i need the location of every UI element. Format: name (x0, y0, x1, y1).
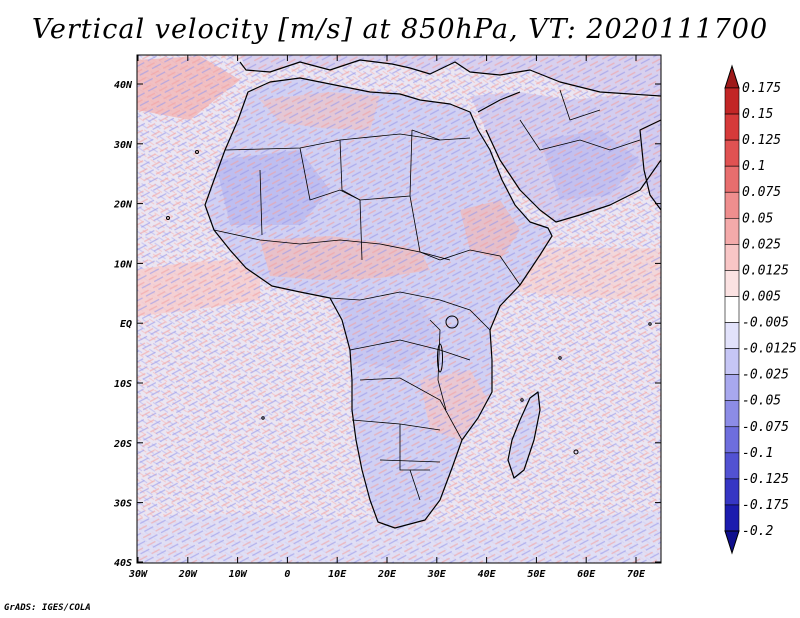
colorbar: 0.175 0.15 0.125 0.1 0.075 0.05 0.025 0.0125 0.0… (724, 64, 797, 555)
colorbar-label: 0.1 (742, 159, 765, 174)
madagascar-coastline (507, 391, 541, 479)
border-line (259, 147, 361, 236)
colorbar-segment (724, 139, 740, 167)
colorbar-top-arrow (724, 64, 740, 89)
colorbar-segment (724, 217, 740, 245)
lon-tick-label: 10E (328, 569, 347, 580)
colorbar-label: 0.15 (742, 107, 773, 122)
colorbar-label: 0.125 (742, 133, 781, 148)
border-line (559, 89, 601, 121)
colorbar-segment (724, 87, 740, 115)
colorbar-label: 0.175 (742, 81, 781, 96)
colorbar-segment (724, 400, 740, 428)
colorbar-label: -0.05 (742, 394, 781, 409)
lat-tick-label: 10S (114, 379, 132, 390)
colorbar-segment (724, 244, 740, 271)
island (573, 449, 579, 455)
colorbar-segment (724, 504, 740, 532)
island (648, 322, 652, 326)
chart-title: Vertical velocity [m/s] at 850hPa, VT: 2… (31, 14, 769, 45)
border-line (359, 195, 441, 261)
grads-credit: GrADS: IGES/COLA (4, 603, 91, 613)
border-line (329, 291, 491, 331)
colorbar-label: 0.075 (742, 185, 781, 200)
lon-tick-label: 20W (178, 569, 198, 580)
colorbar-segment (724, 322, 740, 349)
island (261, 416, 265, 420)
colorbar-label: 0.05 (742, 211, 773, 226)
islands (166, 150, 652, 455)
lon-tick-label: 50E (527, 569, 546, 580)
island (195, 150, 199, 154)
colorbar-segment (724, 296, 740, 323)
colorbar-label: -0.125 (742, 472, 789, 487)
lat-tick-label: EQ (120, 319, 132, 330)
lake-tanganyika (437, 343, 443, 373)
colorbar-label: -0.1 (742, 446, 773, 461)
colorbar-segment (724, 452, 740, 480)
border-line (359, 377, 463, 441)
lake-victoria (445, 315, 459, 329)
lat-tick-label: 10N (114, 259, 133, 270)
latitude-axis: 40N 30N 20N 10N EQ 10S 20S 30S 40S (113, 80, 661, 569)
island (520, 398, 524, 402)
lon-tick-label: 40E (478, 569, 497, 580)
lon-tick-label: 30E (427, 569, 447, 580)
colorbar-label: -0.0125 (742, 342, 797, 357)
island (166, 216, 170, 220)
border-line (439, 249, 521, 286)
lon-tick-label: 20E (377, 569, 397, 580)
lat-tick-label: 20S (113, 439, 132, 450)
border-line (351, 419, 441, 471)
lon-tick-label: 10W (229, 569, 248, 580)
arabia-coastline (477, 91, 661, 223)
lat-tick-label: 40S (114, 558, 132, 569)
lon-tick-label: 60E (577, 569, 596, 580)
colorbar-label: -0.075 (742, 420, 789, 435)
colorbar-segment (724, 191, 740, 219)
colorbar-label: 0.0125 (742, 263, 789, 278)
border-line (411, 129, 471, 141)
lat-tick-label: 40N (114, 80, 133, 91)
india-coastline (639, 119, 661, 211)
colorbar-segment (724, 426, 740, 454)
lat-tick-label: 30S (113, 499, 132, 510)
lat-tick-label: 30N (113, 140, 133, 151)
plot-area (137, 55, 661, 563)
colorbar-label: -0.2 (742, 524, 773, 539)
colorbar-bottom-arrow (724, 530, 740, 555)
lon-tick-label: 30W (128, 569, 148, 580)
border-line (349, 339, 471, 361)
europe-coastline (239, 59, 661, 97)
colorbar-label: 0.005 (742, 289, 781, 304)
colorbar-segment (724, 270, 740, 297)
border-line (519, 119, 641, 151)
lat-tick-label: 20N (113, 200, 133, 211)
country-borders (213, 89, 641, 501)
colorbar-label: -0.005 (742, 316, 789, 331)
island (558, 356, 562, 360)
colorbar-label: -0.175 (742, 498, 789, 513)
colorbar-label: 0.025 (742, 237, 781, 252)
field-texture (137, 55, 661, 563)
lon-tick-label: 70E (627, 569, 646, 580)
longitude-axis: 30W 20W 10W 0 10E 20E 30E 40E 50E 60E 70E (128, 55, 646, 580)
colorbar-segment (724, 165, 740, 193)
lon-tick-label: 0 (284, 569, 290, 580)
colorbar-segment (724, 348, 740, 375)
plot-frame (136, 54, 662, 564)
colorbar-segment (724, 374, 740, 402)
colorbar-segment (724, 478, 740, 506)
colorbar-segment (724, 113, 740, 141)
colorbar-label: -0.025 (742, 368, 789, 383)
border-line (429, 319, 447, 411)
border-line (379, 459, 441, 501)
